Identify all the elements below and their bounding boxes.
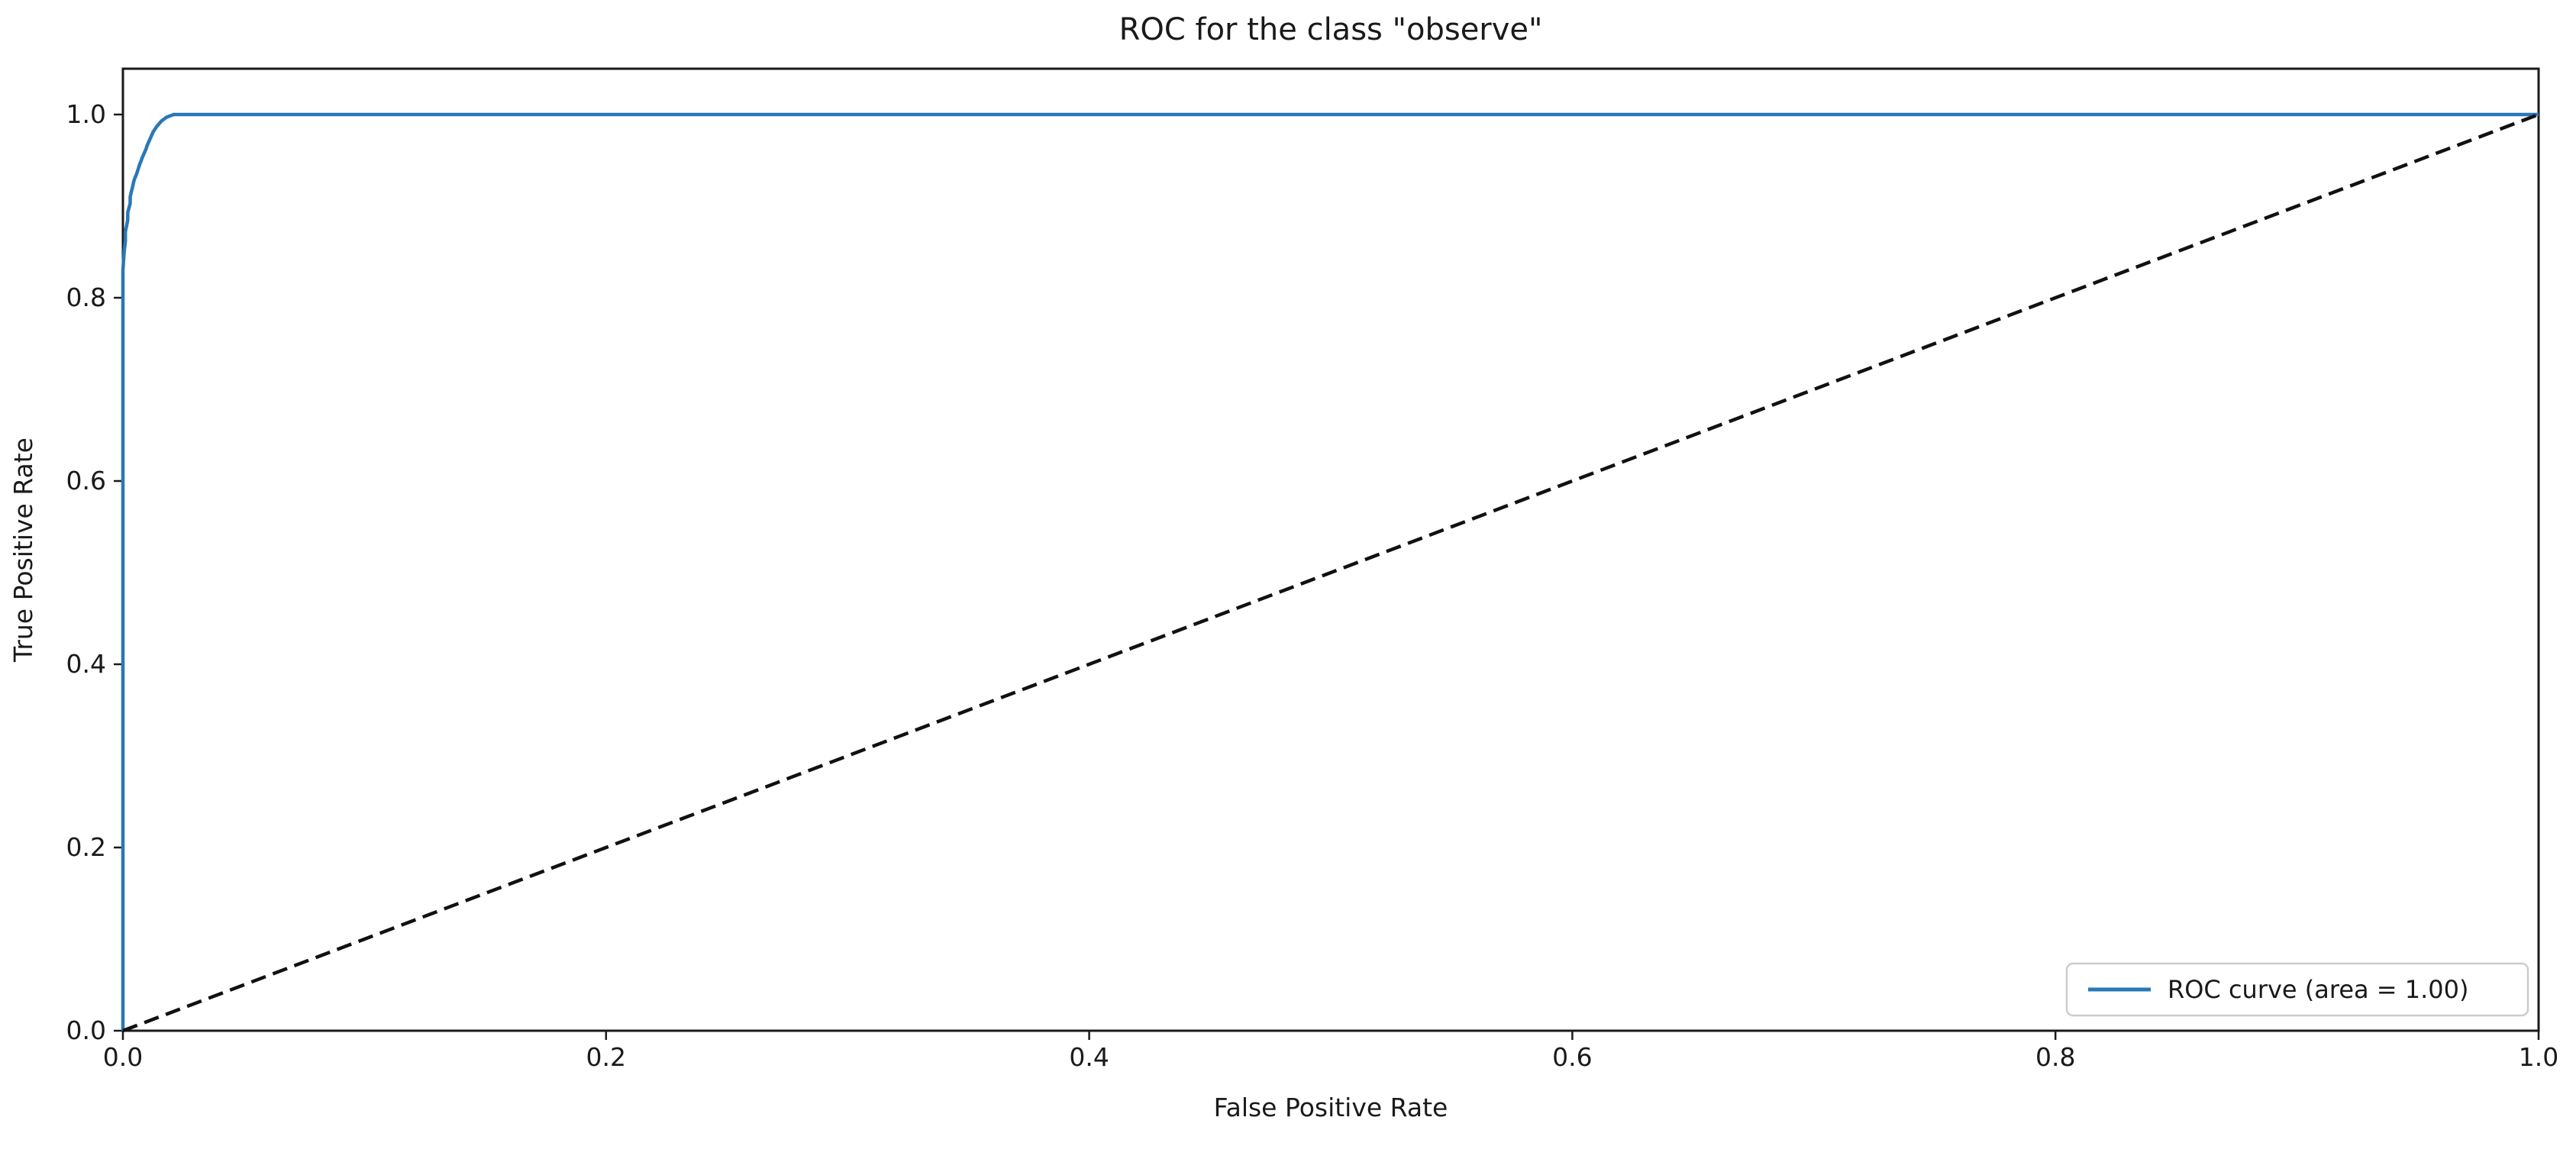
y-tick-label: 0.2 xyxy=(66,832,106,862)
legend: ROC curve (area = 1.00) xyxy=(2065,962,2529,1017)
x-tick-label: 0.2 xyxy=(586,1042,626,1072)
y-tick-label: 0.0 xyxy=(66,1015,106,1045)
x-tick-label: 0.6 xyxy=(1552,1042,1592,1072)
chance-diagonal-line xyxy=(122,112,2539,1033)
legend-entry-label: ROC curve (area = 1.00) xyxy=(2168,975,2469,1004)
y-tick-label: 0.8 xyxy=(66,282,106,312)
x-tick-label: 0.4 xyxy=(1069,1042,1109,1072)
plot-box xyxy=(121,67,2540,1032)
roc-curve-line xyxy=(121,112,2539,1031)
x-tick-label: 1.0 xyxy=(2519,1042,2558,1072)
axes-layer: 0.0 0.2 0.4 0.6 0.8 1.0 0.0 0.2 0.4 0.6 0.8 1.0 xyxy=(66,67,2558,1072)
x-axis-label: False Positive Rate xyxy=(1214,1093,1448,1122)
y-tick-label: 0.6 xyxy=(66,466,106,496)
y-tick-label: 0.4 xyxy=(66,649,106,679)
x-tick-label: 0.0 xyxy=(103,1042,143,1072)
chart-title: ROC for the class "observe" xyxy=(1119,12,1543,47)
x-tick-label: 0.8 xyxy=(2035,1042,2075,1072)
y-axis-label: True Positive Rate xyxy=(8,437,38,663)
legend-box xyxy=(2065,962,2529,1017)
y-tick-label: 1.0 xyxy=(66,99,106,129)
series-layer xyxy=(121,112,2539,1033)
